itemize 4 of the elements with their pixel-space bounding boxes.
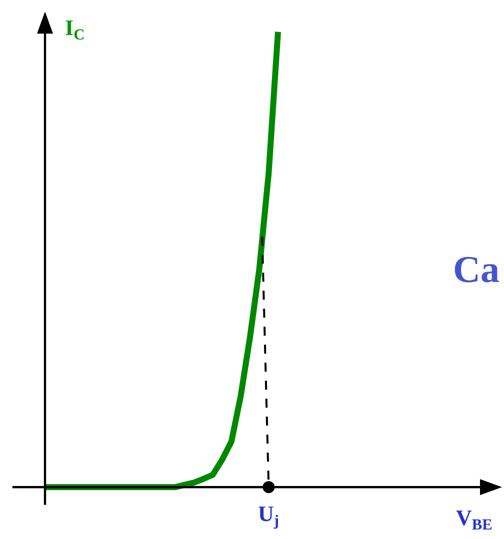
text: U$_{j}$ xyxy=(258,501,280,530)
text: Ca xyxy=(453,249,500,291)
y-axis-title: I$_{C}$ xyxy=(65,15,85,44)
text: V$_{BE}$ xyxy=(456,505,492,534)
